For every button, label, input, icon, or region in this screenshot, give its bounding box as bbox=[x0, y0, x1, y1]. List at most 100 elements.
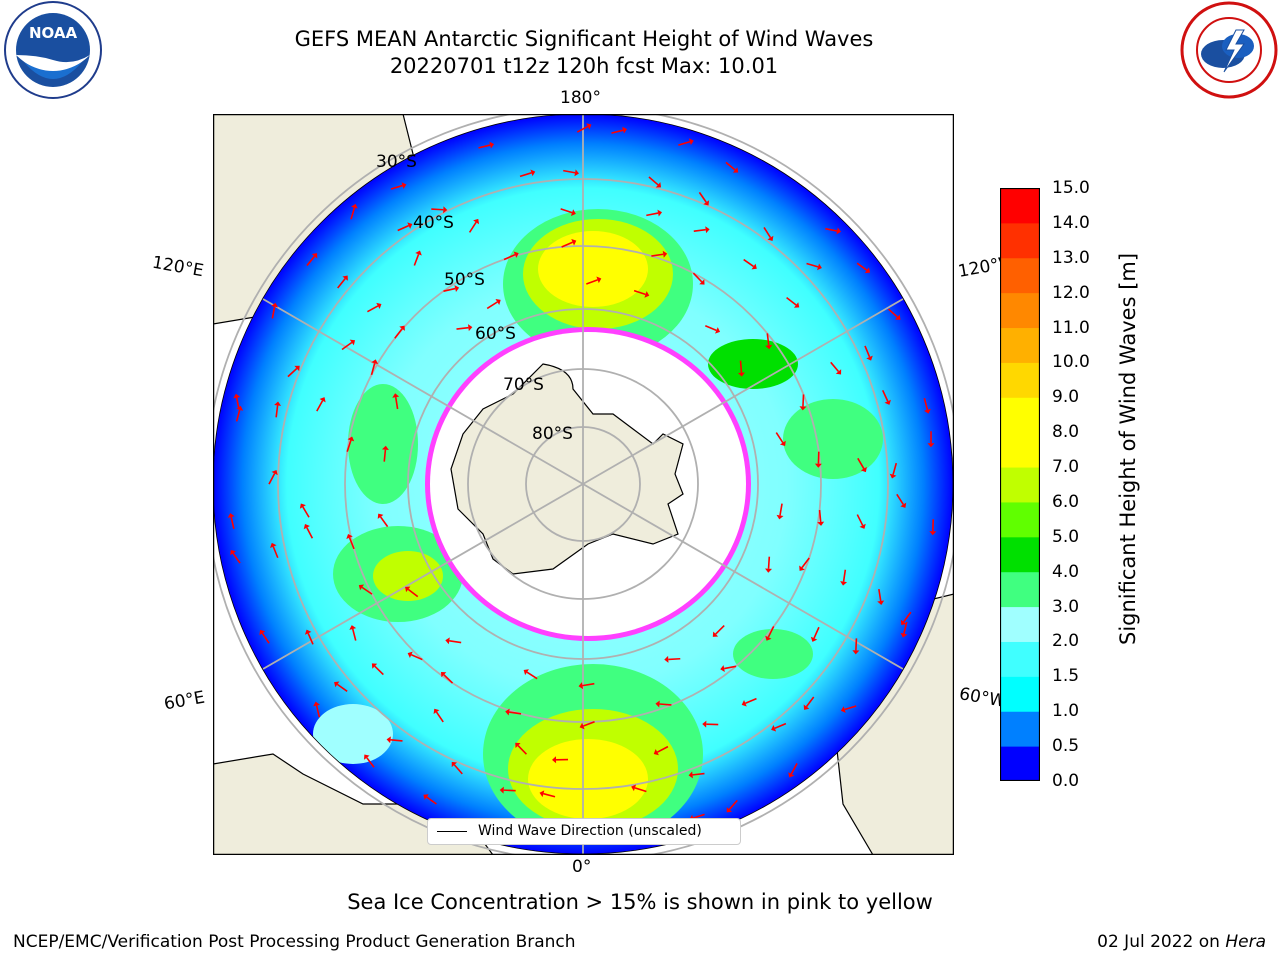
wave-direction-arrow bbox=[383, 449, 387, 462]
wave-direction-arrowhead bbox=[840, 581, 848, 586]
colorbar-tick-label: 1.5 bbox=[1052, 666, 1080, 687]
wave-direction-arrow bbox=[775, 432, 784, 444]
wave-direction-arrowhead bbox=[662, 250, 668, 258]
wave-direction-arrow bbox=[351, 628, 357, 641]
wave-direction-arrowhead bbox=[579, 722, 585, 730]
wave-direction-arrowhead bbox=[489, 141, 495, 149]
wave-direction-arrow bbox=[268, 473, 276, 485]
wave-direction-arrowhead bbox=[415, 250, 422, 256]
wave-direction-arrowhead bbox=[793, 302, 800, 308]
wave-direction-arrow bbox=[842, 569, 847, 582]
wave-direction-arrow bbox=[336, 683, 348, 692]
wave-direction-arrows bbox=[227, 123, 937, 844]
wave-direction-arrow bbox=[468, 221, 477, 233]
wave-direction-arrow bbox=[287, 367, 298, 378]
wave-direction-arrow bbox=[813, 626, 820, 639]
wave-direction-arrowhead bbox=[631, 784, 637, 792]
colorbar-segment bbox=[1000, 257, 1040, 294]
map-legend: Wind Wave Direction (unscaled) bbox=[427, 818, 741, 845]
wave-direction-arrowhead bbox=[505, 708, 510, 716]
wave-direction-arrow bbox=[648, 176, 659, 186]
wave-direction-arrowhead bbox=[799, 406, 807, 411]
wave-direction-arrowhead bbox=[702, 720, 707, 728]
colorbar-segment bbox=[1000, 606, 1040, 642]
wave-direction-arrowhead bbox=[889, 473, 897, 479]
legend-label: Wind Wave Direction (unscaled) bbox=[478, 823, 702, 839]
wave-direction-arrowhead bbox=[499, 786, 504, 794]
wave-direction-arrow bbox=[407, 588, 419, 598]
wave-direction-arrow bbox=[692, 772, 705, 776]
wave-direction-arrow bbox=[361, 586, 373, 595]
wave-direction-arrowhead bbox=[523, 669, 529, 676]
wave-direction-arrowhead bbox=[440, 671, 447, 678]
wave-direction-arrow bbox=[478, 144, 491, 149]
wave-direction-arrowhead bbox=[705, 226, 710, 234]
lon-label-0: 0° bbox=[572, 857, 592, 877]
colorbar-segment bbox=[1000, 501, 1040, 538]
wave-direction-arrow bbox=[232, 552, 241, 564]
wave-direction-arrowhead bbox=[703, 200, 710, 206]
wave-direction-arrow bbox=[443, 674, 454, 684]
lat-label-70s: 70°S bbox=[503, 375, 544, 395]
footer-date: 02 Jul 2022 on Hera bbox=[1097, 932, 1266, 952]
wave-direction-arrowhead bbox=[376, 302, 382, 310]
wave-direction-arrow bbox=[634, 787, 647, 793]
wave-patch bbox=[733, 629, 813, 679]
wave-direction-arrowhead bbox=[349, 339, 356, 346]
wave-direction-arrow bbox=[443, 287, 456, 292]
wave-direction-arrowhead bbox=[334, 681, 340, 688]
colorbar-tick-label: 1.0 bbox=[1052, 701, 1080, 722]
wave-direction-arrowhead bbox=[657, 209, 663, 217]
wave-direction-arrow bbox=[693, 228, 706, 232]
footer-date-text: 02 Jul 2022 on bbox=[1097, 932, 1226, 952]
wave-direction-arrow bbox=[774, 722, 787, 730]
wave-direction-arrow bbox=[576, 125, 589, 133]
wave-direction-arrow bbox=[857, 457, 865, 470]
wave-direction-arrow bbox=[307, 632, 314, 645]
wave-direction-arrow bbox=[230, 516, 235, 529]
wave-direction-arrow bbox=[743, 258, 754, 268]
wave-direction-arrowhead bbox=[236, 405, 244, 411]
colorbar-tick-label: 5.0 bbox=[1052, 526, 1080, 547]
wave-direction-arrowhead bbox=[303, 524, 310, 530]
colorbar-tick-label: 7.0 bbox=[1052, 457, 1080, 478]
wave-direction-arrow bbox=[887, 308, 898, 318]
wave-direction-arrowhead bbox=[927, 443, 935, 448]
wave-direction-arrowhead bbox=[451, 761, 458, 768]
legend-line-sample bbox=[437, 831, 467, 832]
wave-direction-arrow bbox=[526, 671, 538, 680]
colorbar-tick-label: 11.0 bbox=[1052, 317, 1090, 338]
wave-direction-arrowhead bbox=[900, 632, 908, 638]
wave-direction-arrowhead bbox=[495, 299, 501, 305]
wave-direction-arrow bbox=[923, 398, 929, 411]
wave-direction-arrowhead bbox=[765, 344, 773, 350]
wave-direction-arrowhead bbox=[351, 203, 358, 209]
wave-direction-arrowhead bbox=[720, 665, 725, 672]
wave-direction-arrowhead bbox=[712, 631, 719, 637]
wave-direction-arrow bbox=[390, 184, 403, 190]
wave-direction-arrowhead bbox=[574, 169, 579, 177]
wave-direction-arrow bbox=[350, 207, 356, 220]
wave-direction-arrow bbox=[881, 390, 889, 402]
wave-direction-arrow bbox=[435, 711, 444, 723]
wave-patch bbox=[538, 231, 648, 307]
wave-direction-arrow bbox=[271, 306, 276, 319]
wave-direction-arrow bbox=[397, 224, 409, 232]
wave-direction-arrow bbox=[235, 397, 240, 410]
wave-direction-arrow bbox=[903, 621, 908, 634]
wave-direction-arrow bbox=[704, 325, 717, 332]
wave-direction-arrowhead bbox=[895, 314, 901, 320]
wave-direction-arrowhead bbox=[726, 807, 732, 813]
wave-direction-arrowhead bbox=[803, 704, 810, 710]
nws-logo bbox=[1180, 1, 1278, 99]
wave-patch bbox=[313, 704, 393, 764]
wave-direction-arrowhead bbox=[715, 327, 721, 334]
wave-direction-arrow bbox=[582, 682, 595, 687]
wave-direction-arrowhead bbox=[799, 565, 805, 571]
wave-direction-arrowhead bbox=[644, 291, 650, 298]
wave-direction-arrow bbox=[517, 745, 528, 755]
wave-direction-arrowhead bbox=[392, 393, 400, 398]
wave-direction-arrow bbox=[346, 440, 352, 452]
wave-direction-arrowhead bbox=[578, 682, 584, 690]
wave-direction-arrow bbox=[390, 739, 403, 742]
